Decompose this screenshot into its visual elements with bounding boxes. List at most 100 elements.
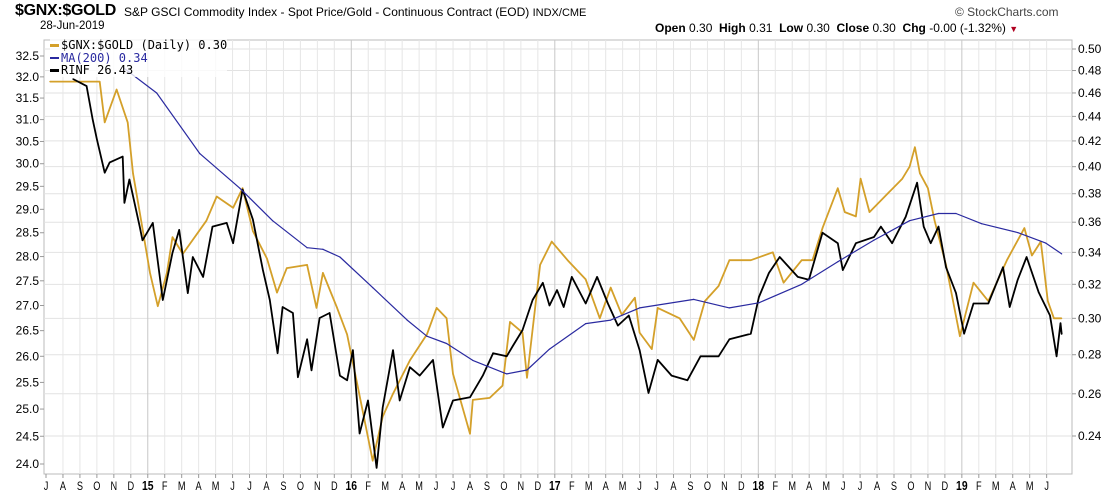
data-point (252, 230, 254, 232)
left-tick-label: 28.0 (16, 250, 40, 264)
x-tick-label: M (788, 481, 796, 493)
data-point (639, 331, 641, 334)
data-point (868, 211, 871, 213)
data-point (1061, 253, 1063, 255)
left-tick-label: 25.0 (16, 402, 40, 416)
data-point (1031, 254, 1033, 257)
data-point (512, 345, 514, 347)
data-point (241, 187, 244, 189)
data-point (607, 302, 609, 305)
open-value: 0.30 (689, 21, 713, 35)
data-point (426, 333, 428, 336)
right-tick-label: 0.34 (1078, 245, 1102, 259)
x-tick-label: A (670, 481, 676, 493)
x-tick-label: O (500, 481, 507, 493)
data-point (972, 282, 975, 284)
x-tick-label: O (907, 481, 914, 493)
data-point (596, 276, 598, 278)
down-triangle-icon: ▼ (1009, 24, 1019, 34)
x-tick-label: M (822, 481, 830, 493)
data-point (717, 355, 720, 357)
data-point (1049, 314, 1051, 317)
legend-swatch (50, 69, 59, 72)
series-line-rinf (72, 78, 1063, 469)
data-point (406, 319, 408, 321)
right-tick-label: 0.44 (1078, 109, 1102, 123)
data-point (526, 377, 528, 379)
data-point (292, 312, 294, 314)
x-tick-label: A (263, 481, 269, 493)
data-point (873, 239, 875, 241)
data-point (116, 88, 118, 91)
right-tick-label: 0.38 (1078, 187, 1102, 201)
x-tick-label: D (331, 481, 338, 493)
data-point (842, 269, 844, 271)
data-point (1017, 279, 1019, 281)
x-tick-label: O (297, 481, 304, 493)
data-point (266, 257, 268, 260)
stockcharts-copyright[interactable]: © StockCharts.com (955, 5, 1059, 19)
data-point (85, 85, 88, 87)
data-point (501, 385, 504, 387)
data-point (436, 307, 438, 309)
data-point (336, 307, 338, 309)
data-point (783, 282, 785, 284)
x-tick-label: J (434, 481, 439, 493)
x-tick-label: F (976, 481, 982, 493)
data-point (1053, 317, 1055, 319)
x-tick-label: S (280, 481, 286, 493)
x-tick-label: A (399, 481, 405, 493)
data-point (1059, 322, 1062, 324)
data-point (542, 282, 544, 284)
data-point (156, 92, 158, 94)
x-tick-label: A (806, 481, 812, 493)
data-point (446, 342, 448, 345)
data-point (914, 146, 916, 148)
data-point (297, 376, 299, 378)
data-point (779, 256, 781, 258)
x-tick-label: S (484, 481, 490, 493)
right-tick-label: 0.36 (1078, 215, 1102, 229)
data-point (372, 287, 374, 289)
data-point (647, 392, 650, 394)
data-point (585, 278, 587, 280)
chart-date: 28-Jun-2019 (40, 20, 105, 32)
data-point (211, 226, 214, 228)
data-point (92, 118, 94, 121)
data-point (322, 272, 324, 274)
data-point (109, 161, 111, 163)
x-tick-label: A (467, 481, 473, 493)
left-tick-label: 29.0 (16, 202, 40, 216)
x-tick-label: 16 (345, 479, 357, 493)
data-point (556, 289, 558, 291)
low-value: 0.30 (806, 21, 830, 35)
data-point (901, 178, 903, 180)
x-tick-label: S (77, 481, 83, 493)
data-point (758, 296, 760, 298)
right-tick-label: 0.48 (1078, 64, 1102, 78)
right-tick-label: 0.28 (1078, 348, 1102, 362)
data-point (489, 397, 491, 399)
x-tick-label: A (60, 481, 66, 493)
x-tick-label: O (704, 481, 711, 493)
data-point (551, 241, 553, 243)
left-tick-label: 24.5 (16, 429, 40, 443)
data-point (49, 81, 51, 83)
data-point (728, 338, 731, 340)
data-point (693, 339, 695, 341)
data-point (548, 304, 551, 307)
x-tick-label: A (874, 481, 880, 493)
data-point (693, 298, 695, 300)
x-tick-label: N (721, 481, 728, 493)
legend-swatch (50, 44, 59, 47)
data-point (634, 297, 636, 299)
x-tick-label: J (1044, 481, 1049, 493)
data-point (801, 283, 803, 285)
data-point (670, 374, 673, 377)
data-point (959, 335, 961, 337)
x-tick-label: F (162, 481, 168, 493)
data-point (1061, 333, 1063, 335)
data-point (955, 292, 957, 294)
x-tick-label: 19 (956, 479, 968, 493)
data-point (392, 393, 394, 395)
